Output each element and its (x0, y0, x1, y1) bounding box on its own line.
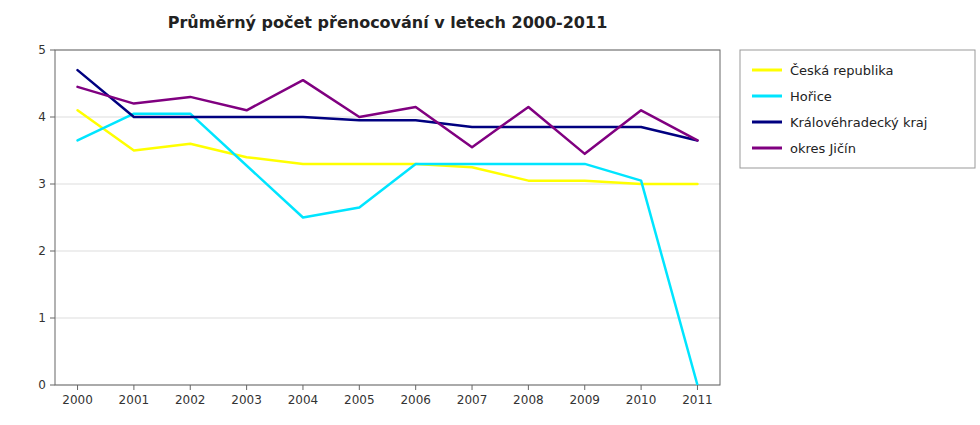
x-tick-label: 2009 (569, 393, 600, 407)
legend-label: Hořice (790, 89, 832, 104)
y-tick (50, 184, 55, 185)
x-tick-label: 2002 (175, 393, 206, 407)
x-tick-label: 2011 (682, 393, 713, 407)
x-tick-label: 2005 (344, 393, 375, 407)
plot-frame (55, 50, 720, 385)
legend-label: Česká republika (790, 63, 894, 78)
legend-frame (740, 50, 975, 168)
y-tick-label: 3 (38, 177, 46, 191)
x-tick (584, 385, 585, 390)
x-tick (77, 385, 78, 390)
x-tick-label: 2004 (288, 393, 319, 407)
legend-label: okres Jičín (790, 141, 856, 156)
x-tick (246, 385, 247, 390)
y-tick-label: 4 (38, 110, 46, 124)
x-axis: 2000 2001 2002 2003 2004 2005 2006 2007 2008 2009… (62, 385, 712, 407)
x-tick (133, 385, 134, 390)
legend-swatch (752, 121, 782, 124)
x-tick-label: 2008 (513, 393, 544, 407)
chart-container: Průměrný počet přenocování v letech 2000… (0, 0, 980, 425)
x-tick-label: 2010 (626, 393, 657, 407)
y-tick (50, 385, 55, 386)
y-tick-label: 0 (38, 378, 46, 392)
y-axis: 0 1 2 3 4 5 (38, 43, 720, 392)
chart: Průměrný počet přenocování v letech 2000… (0, 0, 980, 425)
y-tick (50, 318, 55, 319)
x-tick-label: 2006 (400, 393, 431, 407)
x-tick (528, 385, 529, 390)
lines (78, 70, 698, 385)
x-tick (697, 385, 698, 390)
x-tick (302, 385, 303, 390)
x-tick-label: 2001 (119, 393, 150, 407)
y-tick-label: 2 (38, 244, 46, 258)
y-tick (50, 251, 55, 252)
x-tick-label: 2007 (457, 393, 488, 407)
legend: Česká republika Hořice Královéhradecký kra… (740, 50, 975, 168)
y-tick-label: 5 (38, 43, 46, 57)
legend-swatch (752, 95, 782, 98)
x-tick (190, 385, 191, 390)
y-tick-label: 1 (38, 311, 46, 325)
legend-swatch (752, 147, 782, 150)
y-tick (50, 117, 55, 118)
x-tick (359, 385, 360, 390)
legend-label: Královéhradecký kraj (790, 115, 927, 130)
title: Průměrný počet přenocování v letech 2000… (168, 13, 608, 32)
y-tick (50, 50, 55, 51)
grid-line (55, 318, 720, 319)
x-tick (415, 385, 416, 390)
x-tick-label: 2003 (231, 393, 262, 407)
series-line (78, 80, 698, 154)
x-tick (472, 385, 473, 390)
series-line (78, 70, 698, 140)
x-tick (641, 385, 642, 390)
legend-swatch (752, 69, 782, 72)
series-line (78, 114, 698, 385)
grid-line (55, 251, 720, 252)
x-tick-label: 2000 (62, 393, 93, 407)
